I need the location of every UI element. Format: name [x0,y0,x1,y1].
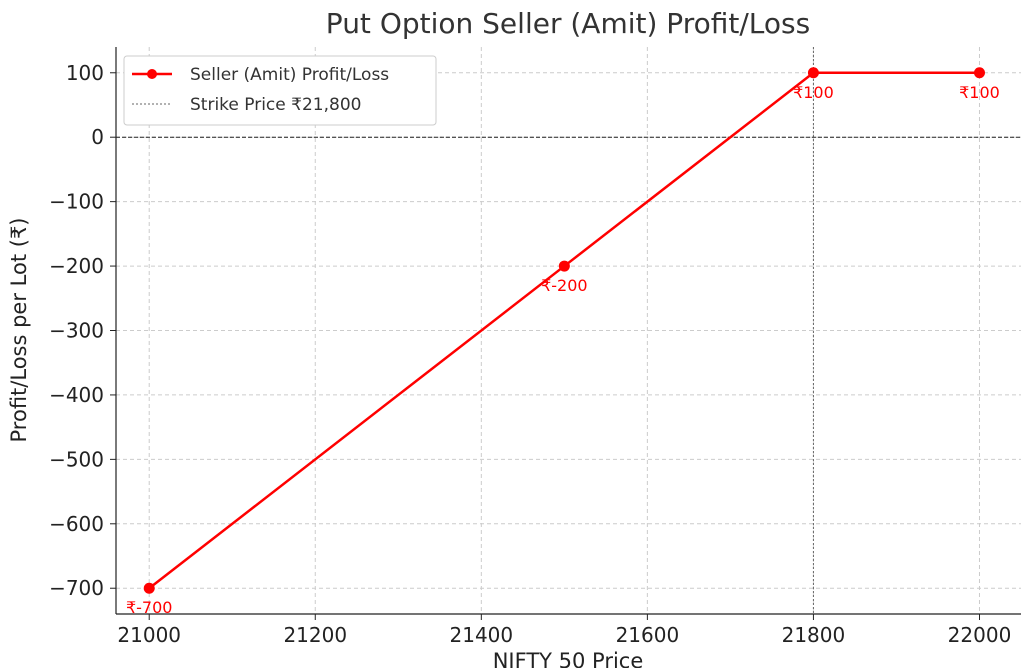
legend-series-label: Seller (Amit) Profit/Loss [190,65,389,85]
data-label: ₹100 [793,83,834,102]
y-tick-label: −200 [49,254,104,278]
x-tick-label: 22000 [948,623,1012,647]
data-label: ₹100 [959,83,1000,102]
data-label: ₹-200 [541,276,588,295]
legend-frame [123,55,437,126]
data-point [558,260,570,272]
grid-layer [116,47,1021,614]
data-point [807,67,819,79]
axis-layer: 21000 21200 21400 21600 21800 22000 100 0 −100 −2… [49,47,1021,647]
chart-title: Put Option Seller (Amit) Profit/Loss [326,7,810,40]
y-tick-label: −300 [49,319,104,343]
y-tick-label: −500 [49,447,104,471]
y-axis-label: Profit/Loss per Lot (₹) [7,218,31,443]
x-tick-label: 21200 [283,623,347,647]
x-axis-label: NIFTY 50 Price [493,649,644,668]
y-tick-label: −700 [49,576,104,600]
legend: Seller (Amit) Profit/Loss Strike Price ₹… [123,55,437,126]
x-tick-label: 21400 [450,623,514,647]
legend-strike-label: Strike Price ₹21,800 [190,95,361,115]
y-tick-label: 0 [91,125,104,149]
data-labels-layer: ₹-700 ₹-200 ₹100 ₹100 [126,83,1000,617]
legend-series-marker [147,69,157,79]
data-label: ₹-700 [126,598,173,617]
data-point [973,67,985,79]
x-tick-label: 21600 [616,623,680,647]
x-tick-label: 21000 [117,623,181,647]
y-tick-label: −100 [49,190,104,214]
y-tick-label: −600 [49,512,104,536]
series-line [148,71,980,590]
y-tick-label: 100 [66,61,104,85]
y-tick-label: −400 [49,383,104,407]
reference-lines-layer [116,47,1021,614]
series-layer [143,67,985,594]
x-tick-label: 21800 [782,623,846,647]
data-point [143,582,155,594]
